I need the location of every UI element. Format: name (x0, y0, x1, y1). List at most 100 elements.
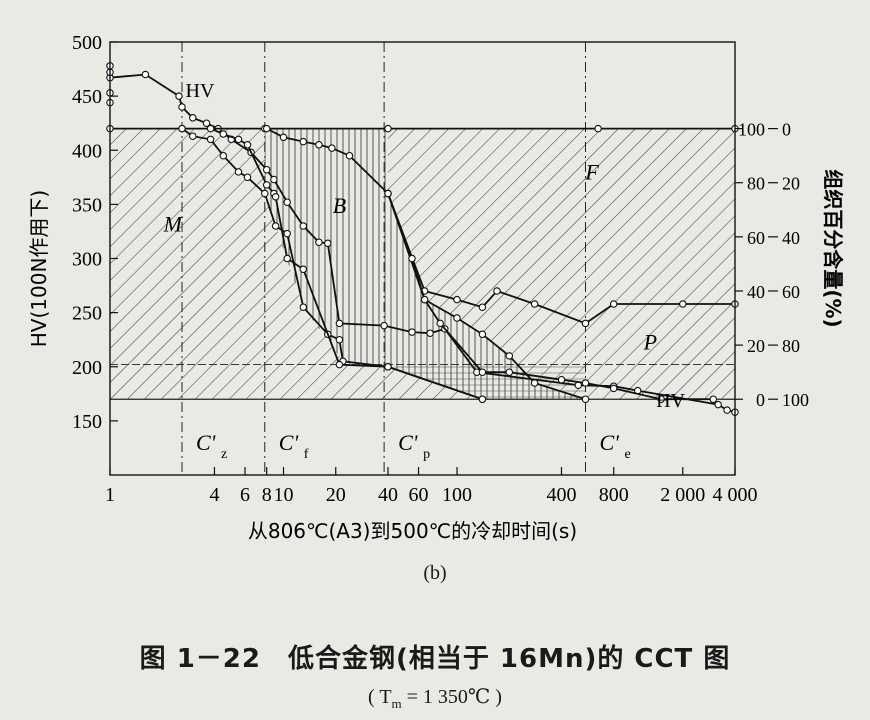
data-point-4-1 (279, 133, 288, 142)
data-point-0-11 (283, 198, 291, 206)
data-point-6-4 (478, 368, 487, 376)
x-tick-label: 20 (326, 484, 346, 506)
structure-regions (110, 128, 735, 400)
x-tick-label: 10 (274, 484, 294, 506)
data-point-5-4 (505, 352, 514, 360)
subfigure-caption: (b) (423, 562, 447, 584)
data-point-3-4 (262, 181, 271, 189)
data-point-6-9 (657, 395, 665, 403)
right-tick-label-a: 20 (747, 336, 765, 356)
x-tick-label: 8 (262, 484, 272, 506)
x-tick-label: 4 (209, 484, 219, 506)
y-tick-label: 350 (72, 194, 102, 216)
critical-time-label-2: C' (398, 430, 418, 455)
data-point-2-6 (261, 189, 269, 198)
data-point-4-4 (328, 144, 336, 152)
right-tick-label-a: 0 (756, 390, 765, 410)
data-point-3-3 (243, 141, 252, 149)
y-tick-label: 200 (72, 357, 102, 379)
data-point-0-16 (380, 321, 388, 330)
critical-time-subscript-3: e (624, 447, 630, 462)
data-point-3-6 (271, 193, 280, 201)
right-tick-label-b: 40 (782, 228, 800, 248)
data-point-1-3 (384, 124, 392, 133)
data-point-3-11 (478, 395, 487, 403)
data-point-2-7 (271, 222, 280, 230)
data-point-0-14 (324, 239, 332, 248)
data-point-0-13 (315, 238, 323, 247)
critical-time-subscript-2: p (423, 447, 430, 462)
right-tick-label-a: 40 (747, 282, 765, 302)
data-point-6-1 (408, 254, 416, 263)
data-point-4-8 (453, 295, 461, 304)
chart-labels: C' z C' f C' p C' e M B F P HV HV (163, 80, 686, 462)
data-point-4-3 (315, 141, 323, 149)
figure-title: 图 1－22 低合金钢(相当于 16Mn)的 CCT 图 (139, 644, 731, 674)
data-point-2-9 (299, 303, 308, 311)
x-tick-label: 400 (546, 484, 576, 506)
data-point-2-1 (189, 132, 197, 140)
data-point-3-8 (299, 265, 308, 274)
data-point-4-9 (478, 303, 487, 311)
hv-label-0: HV (186, 80, 215, 102)
x-axis-label: 从806℃(A3)到500℃的冷却时间(s) (248, 519, 577, 543)
x-tick-label: 40 (378, 484, 398, 506)
y-tick-label: 300 (72, 249, 102, 271)
data-point-6-10 (709, 395, 718, 403)
right-tick-label-a: 60 (747, 228, 765, 248)
data-point-3-9 (335, 360, 344, 369)
data-point-2-11 (335, 335, 344, 344)
data-point-4-11 (530, 300, 539, 308)
data-point-4-10 (493, 287, 501, 295)
critical-time-label-0: C' (196, 430, 216, 455)
data-point-2-2 (206, 135, 215, 144)
critical-time-label-3: C' (599, 430, 619, 455)
series-line-4 (266, 127, 735, 325)
data-point-0-15 (335, 319, 344, 328)
region-label-B: B (333, 193, 346, 218)
right-tick-label-b: 80 (782, 336, 800, 356)
y-tick-label: 500 (72, 32, 102, 54)
data-point-2-5 (243, 173, 252, 182)
data-point-0-25 (723, 406, 731, 414)
y-axis-label-right: 组织百分含量(%) (821, 169, 845, 327)
data-point-4-2 (299, 137, 308, 146)
right-tick-label-b: 100 (782, 390, 809, 410)
data-point-4-5 (345, 151, 354, 160)
x-tick-label: 1 (105, 484, 115, 506)
data-point-6-2 (420, 295, 429, 304)
right-tick-label-b: 60 (782, 282, 800, 302)
right-tick-label-a: 80 (747, 174, 765, 194)
hv-label-1: HV (656, 390, 685, 412)
data-point-0-4 (189, 114, 197, 122)
data-point-6-7 (581, 379, 590, 387)
data-point-0-10 (270, 175, 278, 184)
right-tick-label-b: 0 (782, 120, 791, 140)
data-point-4-13 (609, 300, 618, 308)
data-point-3-0 (206, 124, 215, 133)
x-tick-label: 2 000 (660, 484, 705, 506)
data-point-0-17 (408, 328, 416, 336)
data-point-0-9 (262, 165, 271, 174)
data-point-0-5 (202, 119, 211, 127)
data-point-3-10 (384, 363, 392, 371)
data-point-1-4 (594, 124, 602, 133)
data-point-6-8 (609, 384, 618, 393)
data-point-0-18 (426, 329, 434, 337)
region-label-F: F (584, 159, 599, 184)
region-label-P: P (643, 329, 657, 354)
data-point-3-2 (234, 135, 243, 144)
region-bainite-hatch (264, 128, 586, 400)
data-point-5-6 (581, 395, 590, 403)
data-point-3-7 (283, 254, 291, 263)
data-point-6-3 (436, 319, 444, 328)
region-pearlite-hatch (388, 364, 586, 400)
region-label-M: M (163, 211, 184, 236)
right-tick-label-a: 100 (738, 120, 765, 140)
data-point-3-1 (219, 130, 228, 138)
data-point-2-8 (283, 229, 291, 238)
critical-time-subscript-0: z (221, 447, 227, 462)
x-tick-label: 6 (240, 484, 250, 506)
